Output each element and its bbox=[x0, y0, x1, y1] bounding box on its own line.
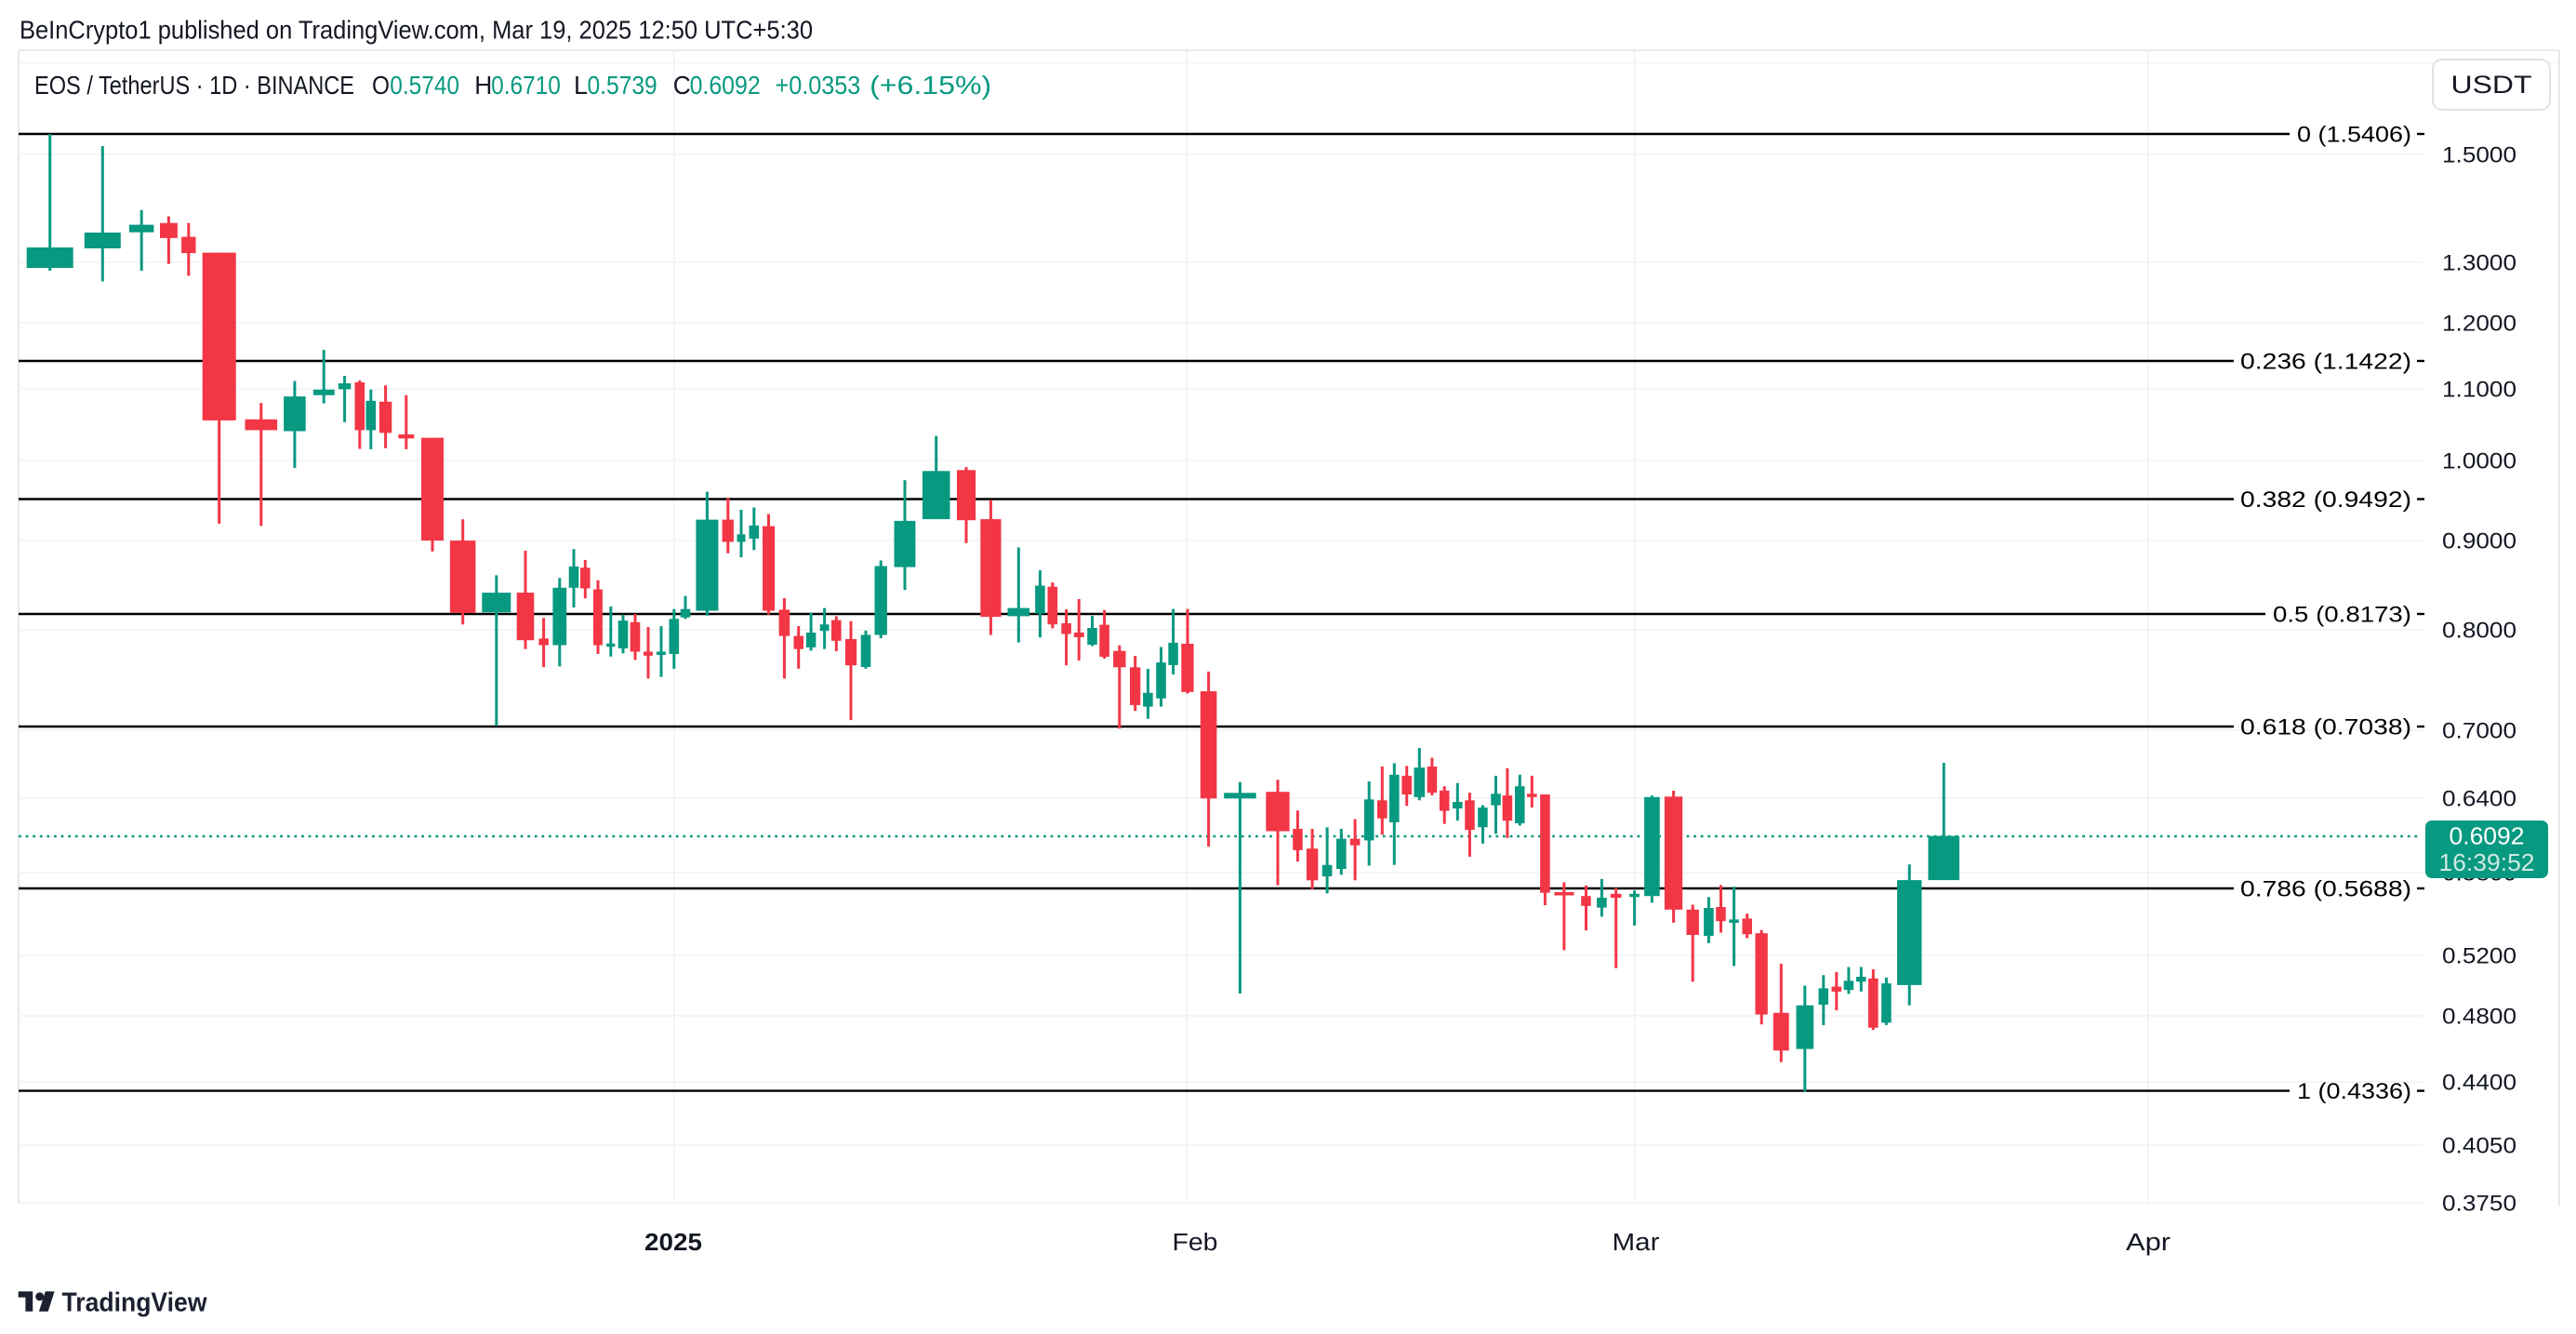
svg-text:1.1000: 1.1000 bbox=[2442, 378, 2516, 403]
svg-text:0.5 (0.8173): 0.5 (0.8173) bbox=[2273, 603, 2411, 628]
svg-text:16:39:52: 16:39:52 bbox=[2439, 850, 2535, 876]
svg-text:0.3750: 0.3750 bbox=[2442, 1192, 2516, 1217]
svg-text:0.9000: 0.9000 bbox=[2442, 529, 2516, 554]
svg-text:1 (0.4336): 1 (0.4336) bbox=[2297, 1079, 2411, 1104]
svg-text:+0.0353: +0.0353 bbox=[776, 71, 861, 100]
svg-text:0.8000: 0.8000 bbox=[2442, 619, 2516, 644]
svg-text:0 (1.5406): 0 (1.5406) bbox=[2297, 123, 2411, 148]
svg-text:0.6092: 0.6092 bbox=[2450, 824, 2525, 850]
svg-text:TradingView: TradingView bbox=[62, 1288, 208, 1318]
svg-text:0.4800: 0.4800 bbox=[2442, 1005, 2516, 1030]
svg-text:BeInCrypto1 published on Tradi: BeInCrypto1 published on TradingView.com… bbox=[20, 16, 813, 45]
svg-text:0.4050: 0.4050 bbox=[2442, 1134, 2516, 1159]
svg-text:0.6400: 0.6400 bbox=[2442, 787, 2516, 812]
svg-text:0.7000: 0.7000 bbox=[2442, 719, 2516, 744]
svg-text:0.618 (0.7038): 0.618 (0.7038) bbox=[2240, 715, 2411, 740]
svg-text:0.236 (1.1422): 0.236 (1.1422) bbox=[2240, 350, 2411, 375]
svg-text:Mar: Mar bbox=[1613, 1230, 1661, 1256]
svg-text:1.3000: 1.3000 bbox=[2442, 251, 2516, 276]
svg-text:Feb: Feb bbox=[1173, 1230, 1218, 1256]
svg-text:USDT: USDT bbox=[2451, 71, 2532, 99]
svg-text:0.6710: 0.6710 bbox=[491, 71, 561, 100]
svg-text:Apr: Apr bbox=[2126, 1230, 2171, 1256]
svg-text:0.5740: 0.5740 bbox=[390, 71, 459, 100]
svg-text:1.5000: 1.5000 bbox=[2442, 143, 2516, 168]
svg-text:EOS / TetherUS · 1D · BINANCE: EOS / TetherUS · 1D · BINANCE bbox=[34, 71, 354, 100]
svg-text:1.2000: 1.2000 bbox=[2442, 312, 2516, 337]
svg-text:0.5200: 0.5200 bbox=[2442, 944, 2516, 969]
svg-text:O: O bbox=[372, 71, 390, 100]
svg-text:L: L bbox=[574, 71, 588, 100]
svg-text:0.786 (0.5688): 0.786 (0.5688) bbox=[2240, 877, 2411, 902]
svg-text:C: C bbox=[673, 71, 691, 100]
svg-text:0.6092: 0.6092 bbox=[690, 71, 761, 100]
svg-text:2025: 2025 bbox=[644, 1230, 702, 1256]
svg-text:0.4400: 0.4400 bbox=[2442, 1071, 2516, 1096]
svg-text:H: H bbox=[474, 71, 492, 100]
svg-text:0.5739: 0.5739 bbox=[588, 71, 657, 100]
svg-text:(+6.15%): (+6.15%) bbox=[870, 71, 991, 100]
svg-text:0.382 (0.9492): 0.382 (0.9492) bbox=[2240, 487, 2411, 513]
svg-text:1.0000: 1.0000 bbox=[2442, 449, 2516, 474]
